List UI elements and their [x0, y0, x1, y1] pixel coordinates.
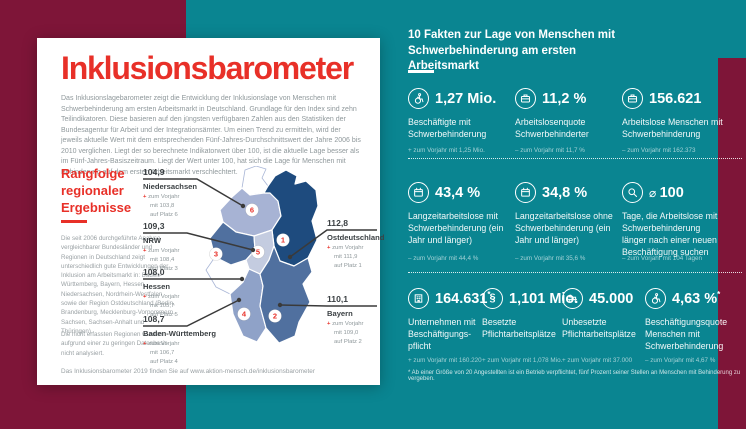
stat-arbeitslosenquote: 11,2 % Arbeitslosenquote Schwerbehindert… — [515, 88, 619, 154]
svg-text:5: 5 — [256, 248, 260, 257]
stat-value: 1,27 Mio. — [435, 90, 497, 107]
rank-badge-5: 5 — [251, 245, 265, 259]
svg-text:3: 3 — [214, 250, 218, 259]
stat-beschaeftigungsquote: 4,63 %* Beschäftigungsquote Menschen mit… — [645, 288, 742, 364]
svg-text:6: 6 — [250, 206, 254, 215]
stat-label: Langzeitarbeitslose mit Schwerbehinderun… — [408, 211, 504, 246]
dotted-divider — [408, 158, 742, 159]
stat-arbeitslose: 156.621 Arbeitslose Menschen mit Schwerb… — [622, 88, 726, 154]
dotted-divider — [408, 272, 742, 273]
wheelchair-icon — [645, 288, 666, 309]
map-callout-nrw: 109,3 NRW + zum Vorjahr mit 108,4 auf Pl… — [143, 221, 180, 273]
desk-icon — [562, 288, 583, 309]
map-callout-bayern: 110,1 Bayern + zum Vorjahr mit 109,0 auf… — [327, 294, 364, 346]
map-callout-hessen: 108,0 Hessen + zum Vorjahr mit 105,7 auf… — [143, 267, 180, 319]
stat-label: Arbeitslose Menschen mit Schwerbehinderu… — [622, 117, 723, 140]
stat-label: Unbesetzte Pflichtarbeits­plätze — [562, 317, 636, 340]
sidebar-paragraph-2: Die nicht erfassten Regionen wurden aufg… — [61, 331, 168, 357]
stat-value: 11,2 % — [542, 90, 587, 107]
stat-unternehmen: 164.631* Unternehmen mit Beschäftigungs­… — [408, 288, 491, 364]
rank-badge-2: 2 — [268, 309, 282, 323]
stat-delta: + zum Vorjahr mit 1,078 Mio. — [482, 357, 563, 364]
svg-text:1: 1 — [281, 236, 285, 245]
svg-text:4: 4 — [242, 310, 247, 319]
white-dash-rule — [408, 70, 434, 73]
map-callout-niedersachsen: 104,9 Niedersachsen + zum Vorjahr mit 10… — [143, 167, 198, 219]
maroon-right-stripe — [718, 58, 746, 429]
stat-label: Beschäftigte mit Schwerbehinderung — [408, 117, 487, 140]
stat-value: 34,8 % — [542, 184, 588, 201]
page-title: Inklusionsbarometer — [61, 50, 354, 86]
barometer-card: Inklusionsbarometer Das Inklusionslageba… — [37, 38, 384, 385]
sidebar-paragraph-1: Die seit 2006 durchgeführte Analyse verg… — [61, 235, 175, 335]
stat-value: ⌀ 100 — [649, 184, 684, 201]
facts-heading: 10 Fakten zur Lage von Menschen mit Schw… — [408, 29, 616, 73]
stat-label: Unternehmen mit Beschäftigungs­pflicht — [408, 317, 476, 352]
stat-delta: – zum Vorjahr mit 104 Tagen — [622, 255, 703, 262]
map-callout-ostdeutschland: 112,8 Ostdeutschland + zum Vorjahr mit 1… — [327, 218, 385, 270]
stat-label: Besetzte Pflichtarbeitsplätze — [482, 317, 556, 340]
red-dash-rule — [61, 220, 87, 223]
stat-delta: + zum Vorjahr mit 1,25 Mio. — [408, 147, 485, 154]
stat-delta: – zum Vorjahr mit 35,6 % — [515, 255, 586, 262]
intro-paragraph: Das Inklusionslagebarometer zeigt die En… — [61, 95, 361, 176]
stat-label: Beschäftigungsquote Menschen mit Schwerb… — [645, 317, 728, 352]
calendar-icon — [408, 182, 429, 203]
wheelchair-icon — [408, 88, 429, 109]
stat-value: 4,63 %* — [672, 290, 721, 307]
germany-map: 6 1 3 5 4 2 — [205, 166, 319, 344]
section-heading: Rangfolge regionaler Ergebnisse — [61, 166, 132, 215]
stat-delta: – zum Vorjahr mit 11,7 % — [515, 147, 585, 154]
paragraph-icon: § — [482, 288, 503, 309]
stat-delta: – zum Vorjahr mit 44,4 % — [408, 255, 479, 262]
facts-footnote: * Ab einer Größe von 20 Angestellten ist… — [408, 370, 741, 382]
stat-value: 43,4 % — [435, 184, 481, 201]
stat-delta: + zum Vorjahr mit 160.220 — [408, 357, 482, 364]
factory-icon — [408, 288, 429, 309]
stat-delta: – zum Vorjahr mit 4,67 % — [645, 357, 716, 364]
stat-label: Langzeitarbeitslose ohne Schwerbehinderu… — [515, 211, 613, 246]
stat-unbesetzte-plaetze: 45.000 Unbesetzte Pflichtarbeits­plätze … — [562, 288, 640, 364]
stat-value: 45.000 — [589, 290, 634, 307]
stat-beschaeftigte: 1,27 Mio. Beschäftigte mit Schwerbehinde… — [408, 88, 512, 154]
stat-value: 1,101 Mio. — [509, 290, 579, 307]
rank-badge-1: 1 — [276, 233, 290, 247]
map-callout-baden-wuerttemberg: 108,7 Baden-Württemberg + zum Vorjahr mi… — [143, 314, 216, 366]
stat-value: 156.621 — [649, 90, 702, 107]
stat-delta: + zum Vorjahr mit 37.000 — [562, 357, 633, 364]
stat-label: Tage, die Arbeitslose mit Schwerbehinder… — [622, 211, 718, 258]
stat-besetzte-plaetze: § 1,101 Mio. Besetzte Pflichtarbeitsplät… — [482, 288, 578, 364]
rank-badge-6: 6 — [245, 203, 259, 217]
stat-label: Arbeitslosenquote Schwerbehinderter — [515, 117, 589, 140]
briefcase-icon — [622, 88, 643, 109]
magnifier-icon — [622, 182, 643, 203]
svg-text:2: 2 — [273, 312, 277, 321]
briefcase-icon — [515, 88, 536, 109]
calendar-icon — [515, 182, 536, 203]
card-footnote: Das Inklusionsbarometer 2019 finden Sie … — [61, 368, 315, 375]
stat-langzeit-mit: 43,4 % Langzeitarbeitslose mit Schwerbeh… — [408, 182, 512, 262]
stat-langzeit-ohne: 34,8 % Langzeitarbeitslose ohne Schwerbe… — [515, 182, 619, 262]
stat-suchdauer: ⌀ 100 Tage, die Arbeitslose mit Schwerbe… — [622, 182, 726, 262]
stat-delta: – zum Vorjahr mit 162.373 — [622, 147, 696, 154]
